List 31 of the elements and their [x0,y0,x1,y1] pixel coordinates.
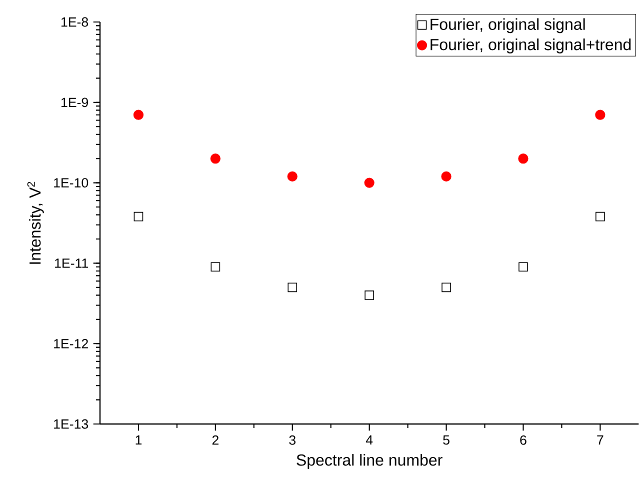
y-tick-label: 1E-11 [55,258,88,268]
point [596,212,605,222]
x-tick-label: 5 [443,435,450,445]
point [518,153,528,164]
x-tick-label: 1 [136,435,142,444]
y-tick-label: 1E-10 [54,178,88,188]
legend-label: Fourier, original signal [430,18,585,33]
point [288,282,298,292]
point [441,171,452,182]
point [518,262,528,272]
y-tick-label: 1E-13 [54,419,88,429]
point [364,290,374,300]
point [134,212,144,222]
y-tick-label: 1E-9 [61,98,88,107]
x-tick-label: 7 [597,435,604,444]
x-tick-label: 4 [366,435,373,444]
x-axis-title: Spectral line number [296,454,442,469]
point [442,282,451,292]
point [595,110,606,120]
y-tick-label: 1E-8 [61,17,88,27]
legend-label: Fourier, original signal+trend [430,38,631,54]
point [364,178,374,188]
point [287,171,298,182]
x-tick-label: 6 [520,435,526,445]
y-axis-title: Intensity, V$^{2}$ [27,182,44,264]
point [210,262,220,272]
x-tick-label: 2 [212,435,218,445]
y-tick-label: 1E-12 [54,338,88,348]
x-tick-label: 3 [289,435,296,445]
point [210,153,220,164]
point [133,110,144,120]
